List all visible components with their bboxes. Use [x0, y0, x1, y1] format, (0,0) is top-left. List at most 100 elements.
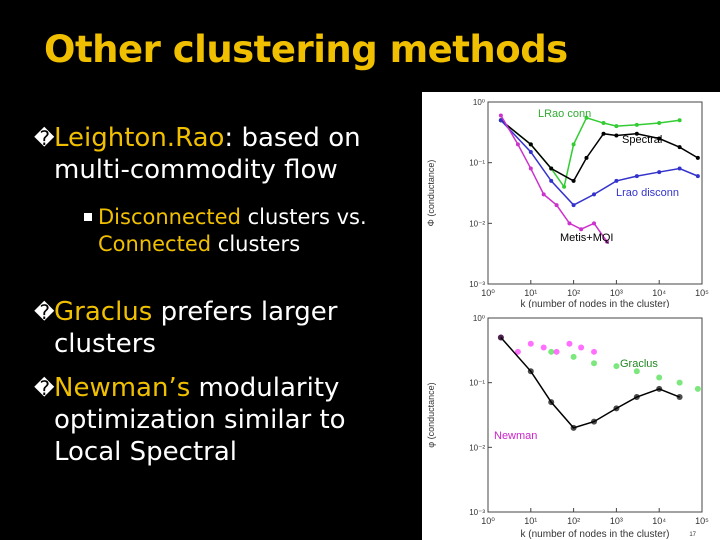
y-tick-label: 10⁰ — [473, 98, 485, 107]
data-point-series-2 — [656, 385, 663, 392]
bullet-highlight: Leighton.Rao — [54, 123, 225, 153]
bullet-text: prefers larger clusters — [54, 297, 338, 359]
data-point-metis-mqi — [541, 192, 546, 197]
data-point-series-2 — [613, 405, 620, 412]
bullet-graclus: � Graclus prefers larger clusters — [34, 296, 394, 360]
data-point-spectral — [677, 145, 682, 150]
data-point-spectral — [571, 178, 576, 183]
data-point-graclus — [656, 374, 663, 381]
data-point-newman — [578, 344, 585, 351]
data-point-metis-mqi — [515, 142, 520, 147]
data-point-spectral — [601, 131, 606, 136]
bullet-highlight: Newman’s — [54, 373, 191, 403]
data-point-metis-mqi — [592, 221, 597, 226]
data-point-spectral — [657, 136, 662, 141]
label-newman: Newman — [494, 430, 538, 442]
data-point-spectral — [584, 155, 589, 160]
data-point-lrao-conn — [634, 122, 639, 127]
data-point-lrao-disconn — [498, 118, 503, 123]
label-metis: Metis+MQI — [560, 232, 614, 244]
data-point-series-2 — [591, 418, 598, 425]
data-point-metis-mqi — [604, 239, 609, 244]
conductance-plot-bottom: 10⁰ 10¹ 10² 10³ 10⁴ 10⁵ 10⁰ 10⁻¹ 10⁻² 10⁻³ k (numb… — [422, 308, 720, 540]
data-point-lrao-disconn — [614, 178, 619, 183]
series-line-metis-mqi — [500, 115, 608, 243]
y-tick-label: 10⁻¹ — [469, 159, 485, 168]
data-point-series-2 — [633, 394, 640, 401]
sub-highlight-disconnected: Disconnected — [98, 205, 241, 229]
data-point-graclus — [633, 368, 640, 375]
y-tick-label: 10⁻¹ — [469, 379, 485, 388]
x-tick-label: 10⁵ — [695, 516, 709, 526]
chart-svg-bottom: 10⁰ 10¹ 10² 10³ 10⁴ 10⁵ 10⁰ 10⁻¹ 10⁻² 10⁻³ k (numb… — [426, 314, 709, 540]
y-tick-label: 10⁻³ — [469, 280, 485, 289]
x-tick-label: 10¹ — [524, 516, 537, 526]
x-tick-label: 10⁴ — [652, 288, 666, 298]
x-tick-label: 10⁴ — [652, 516, 666, 526]
data-point-lrao-conn — [614, 124, 619, 129]
bullet-highlight: Graclus — [54, 297, 153, 327]
x-tick-label: 10⁰ — [481, 288, 495, 298]
data-point-graclus — [591, 360, 598, 367]
x-tick-label: 10³ — [610, 288, 623, 298]
data-point-spectral — [695, 155, 700, 160]
data-point-lrao-disconn — [592, 192, 597, 197]
bullet-text: modularity optimization similar to Local… — [54, 373, 346, 467]
x-tick-label: 10² — [567, 288, 580, 298]
x-axis-label: k (number of nodes in the cluster) — [521, 299, 670, 310]
data-point-graclus — [694, 385, 701, 392]
data-point-spectral — [634, 131, 639, 136]
data-point-graclus — [676, 379, 683, 386]
label-lrao-disconn: Lrao disconn — [616, 187, 679, 199]
data-point-lrao-conn — [562, 184, 567, 189]
sub-highlight-connected: Connected — [98, 232, 212, 256]
data-point-graclus — [570, 353, 577, 360]
data-point-metis-mqi — [554, 203, 559, 208]
data-point-newman — [566, 340, 573, 347]
data-point-series-2 — [570, 424, 577, 431]
x-tick-label: 10² — [567, 516, 580, 526]
label-lrao-conn: LRao conn — [538, 108, 592, 120]
data-point-newman — [553, 348, 560, 355]
data-point-series-2 — [548, 399, 555, 406]
data-point-metis-mqi — [528, 166, 533, 171]
sub-bullet-clusters: Disconnected clusters vs. Connected clus… — [84, 204, 408, 258]
chart-svg-top: 10⁰ 10¹ 10² 10³ 10⁴ 10⁵ 10⁰ 10⁻¹ 10⁻² 10⁻³ k (numb… — [426, 98, 709, 310]
conductance-plot-top: 10⁰ 10¹ 10² 10³ 10⁴ 10⁵ 10⁰ 10⁻¹ 10⁻² 10⁻³ k (numb… — [422, 92, 720, 310]
y-axis-label: Φ (conductance) — [426, 160, 436, 227]
sub-text: clusters vs. — [240, 205, 367, 229]
bullet-mark: � — [34, 300, 55, 324]
data-point-newman — [527, 340, 534, 347]
data-point-lrao-conn — [601, 121, 606, 126]
bullet-mark: � — [34, 376, 55, 400]
bullet-newman: � Newman’s modularity optimization simila… — [34, 372, 394, 468]
page-number: 17 — [689, 532, 696, 538]
label-spectral: Spectral — [622, 134, 663, 146]
data-point-lrao-disconn — [695, 174, 700, 179]
plot-frame — [487, 317, 703, 513]
data-point-lrao-conn — [571, 142, 576, 147]
y-tick-label: 10⁻² — [469, 443, 485, 452]
data-point-lrao-disconn — [634, 174, 639, 179]
series-line-lrao-disconn — [500, 119, 699, 207]
x-axis-label: k (number of nodes in the cluster) — [521, 529, 670, 540]
series-line-series-2 — [500, 336, 680, 429]
y-tick-label: 10⁻³ — [469, 508, 485, 517]
data-point-newman — [514, 348, 521, 355]
data-point-lrao-disconn — [657, 170, 662, 175]
y-axis-label: φ (conductance) — [426, 382, 436, 447]
data-point-graclus — [613, 363, 620, 370]
label-graclus: Graclus — [620, 358, 658, 370]
bullet-text: : based on multi-commodity flow — [54, 123, 361, 185]
data-point-lrao-conn — [657, 121, 662, 126]
x-tick-label: 10⁰ — [481, 516, 495, 526]
data-point-metis-mqi — [567, 221, 572, 226]
data-point-lrao-conn — [584, 115, 589, 120]
bullet-leighton-rao: � Leighton.Rao: based on multi-commodity … — [34, 122, 394, 186]
data-point-lrao-disconn — [528, 149, 533, 154]
x-tick-label: 10¹ — [524, 288, 537, 298]
data-point-spectral — [549, 166, 554, 171]
title-bar: Other clustering methods — [0, 0, 720, 86]
data-point-newman — [540, 344, 547, 351]
square-bullet-icon — [84, 213, 92, 221]
